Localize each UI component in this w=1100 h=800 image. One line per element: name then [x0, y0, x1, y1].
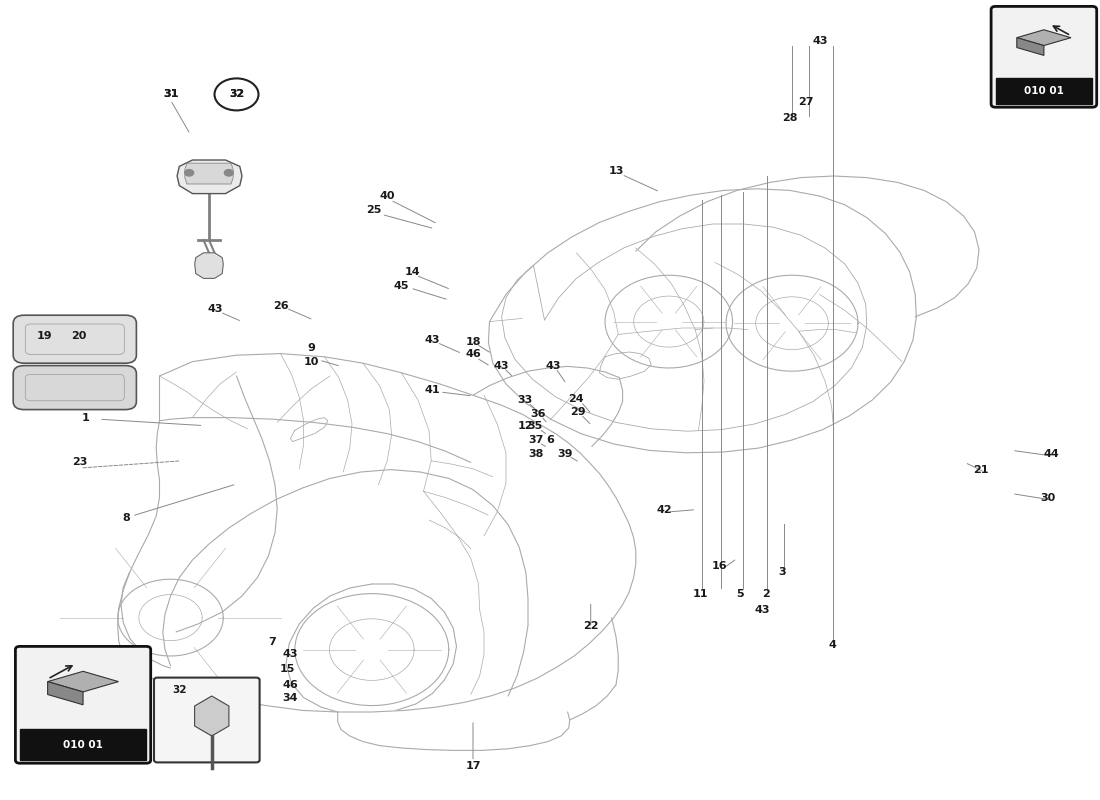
Text: 19: 19: [36, 331, 52, 341]
Polygon shape: [177, 160, 242, 194]
Text: 15: 15: [279, 664, 295, 674]
Text: 26: 26: [273, 301, 288, 310]
Text: 39: 39: [558, 449, 573, 458]
Text: 31: 31: [163, 90, 178, 99]
Text: 24: 24: [569, 394, 584, 404]
FancyBboxPatch shape: [154, 678, 260, 762]
Text: 8: 8: [122, 514, 131, 523]
Bar: [996, 78, 1092, 104]
Text: 43: 43: [813, 36, 828, 46]
Text: 43: 43: [283, 650, 298, 659]
Text: 38: 38: [528, 449, 543, 458]
Text: 2: 2: [761, 589, 770, 598]
Text: 30: 30: [1041, 493, 1056, 502]
FancyBboxPatch shape: [13, 366, 136, 410]
Polygon shape: [185, 163, 233, 184]
FancyBboxPatch shape: [991, 6, 1097, 107]
Text: 23: 23: [73, 458, 88, 467]
Text: 17: 17: [465, 762, 481, 771]
Text: 18: 18: [465, 337, 481, 346]
Text: 32: 32: [229, 90, 244, 99]
Text: 43: 43: [425, 335, 440, 345]
Text: 32: 32: [173, 685, 187, 694]
Text: 46: 46: [283, 680, 298, 690]
Polygon shape: [195, 696, 229, 736]
Circle shape: [224, 170, 233, 176]
Text: 33: 33: [517, 395, 532, 405]
Text: 7: 7: [267, 637, 276, 646]
Text: 35: 35: [527, 422, 542, 431]
Text: 28: 28: [782, 114, 797, 123]
Text: 11: 11: [693, 589, 708, 598]
Polygon shape: [1016, 38, 1044, 55]
Text: 46: 46: [465, 350, 481, 359]
Text: 21: 21: [974, 465, 989, 474]
FancyBboxPatch shape: [15, 646, 151, 763]
Text: 42: 42: [657, 506, 672, 515]
FancyBboxPatch shape: [13, 315, 136, 363]
Text: 22: 22: [583, 621, 598, 630]
Text: 45: 45: [394, 281, 409, 290]
Text: 43: 43: [755, 605, 770, 614]
Polygon shape: [195, 253, 223, 278]
Text: 43: 43: [494, 361, 509, 370]
Text: 13: 13: [608, 166, 624, 176]
Text: 32: 32: [229, 90, 244, 99]
Text: 20: 20: [72, 331, 87, 341]
Text: 6: 6: [546, 435, 554, 445]
Text: 16: 16: [712, 562, 727, 571]
Text: 43: 43: [208, 304, 223, 314]
Text: 36: 36: [530, 409, 546, 418]
Polygon shape: [47, 682, 84, 705]
Polygon shape: [1016, 30, 1071, 46]
Text: 41: 41: [425, 386, 440, 395]
Polygon shape: [47, 671, 119, 692]
Text: 44: 44: [1044, 449, 1059, 458]
Text: 010 01: 010 01: [1024, 86, 1064, 96]
Text: 4: 4: [828, 640, 837, 650]
Text: 37: 37: [528, 435, 543, 445]
Text: 9: 9: [307, 343, 316, 353]
Text: 5: 5: [737, 589, 744, 598]
Text: 1: 1: [81, 413, 90, 422]
Text: 14: 14: [405, 267, 420, 277]
Circle shape: [185, 170, 194, 176]
Text: 27: 27: [799, 98, 814, 107]
Bar: [20, 729, 146, 760]
Text: 40: 40: [379, 191, 395, 201]
Text: 010 01: 010 01: [63, 739, 103, 750]
Text: 25: 25: [366, 206, 382, 215]
Text: 43: 43: [546, 362, 561, 371]
Text: 34: 34: [283, 693, 298, 702]
Text: 31: 31: [163, 90, 178, 99]
Text: 10: 10: [304, 357, 319, 366]
Text: 12: 12: [518, 422, 534, 431]
Text: 3: 3: [779, 567, 785, 577]
Text: 29: 29: [570, 407, 585, 417]
